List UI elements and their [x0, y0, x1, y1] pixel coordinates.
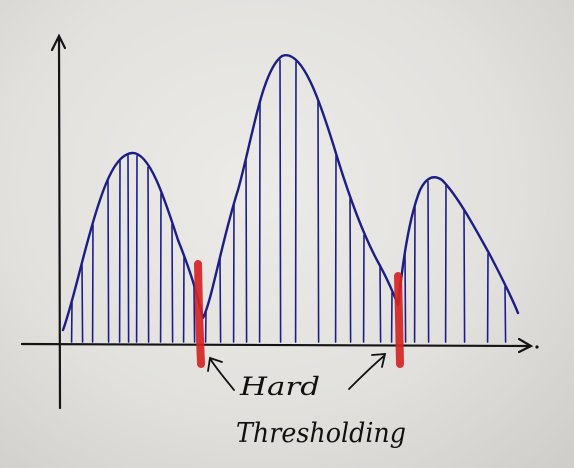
- threshold-marker-right: [398, 276, 400, 364]
- sample-line: [246, 161, 247, 342]
- y-axis: [59, 38, 60, 408]
- signal-envelope-curve: [63, 55, 518, 330]
- sample-line: [505, 287, 506, 342]
- annotation-line-1: Hard: [239, 372, 320, 401]
- sample-line: [280, 60, 281, 342]
- sample-line: [405, 253, 406, 342]
- sample-line: [128, 156, 129, 342]
- sample-line: [148, 167, 149, 342]
- right-arrow: [349, 356, 384, 389]
- sample-line: [220, 258, 221, 342]
- sample-line: [194, 287, 195, 342]
- x-axis-dot: [535, 345, 538, 348]
- sample-line: [318, 101, 319, 342]
- sample-line: [428, 181, 429, 342]
- sample-line: [350, 199, 351, 342]
- sample-line: [108, 180, 109, 342]
- x-axis: [22, 344, 530, 346]
- sample-line: [464, 211, 465, 342]
- threshold-markers: [198, 264, 400, 364]
- annotation-line-2: Thresholding: [236, 418, 406, 449]
- sample-line: [380, 267, 381, 342]
- sample-lines: [72, 60, 506, 342]
- sample-line: [172, 224, 173, 342]
- threshold-marker-left: [198, 264, 201, 364]
- sample-line: [82, 265, 83, 342]
- left-arrow: [211, 360, 234, 390]
